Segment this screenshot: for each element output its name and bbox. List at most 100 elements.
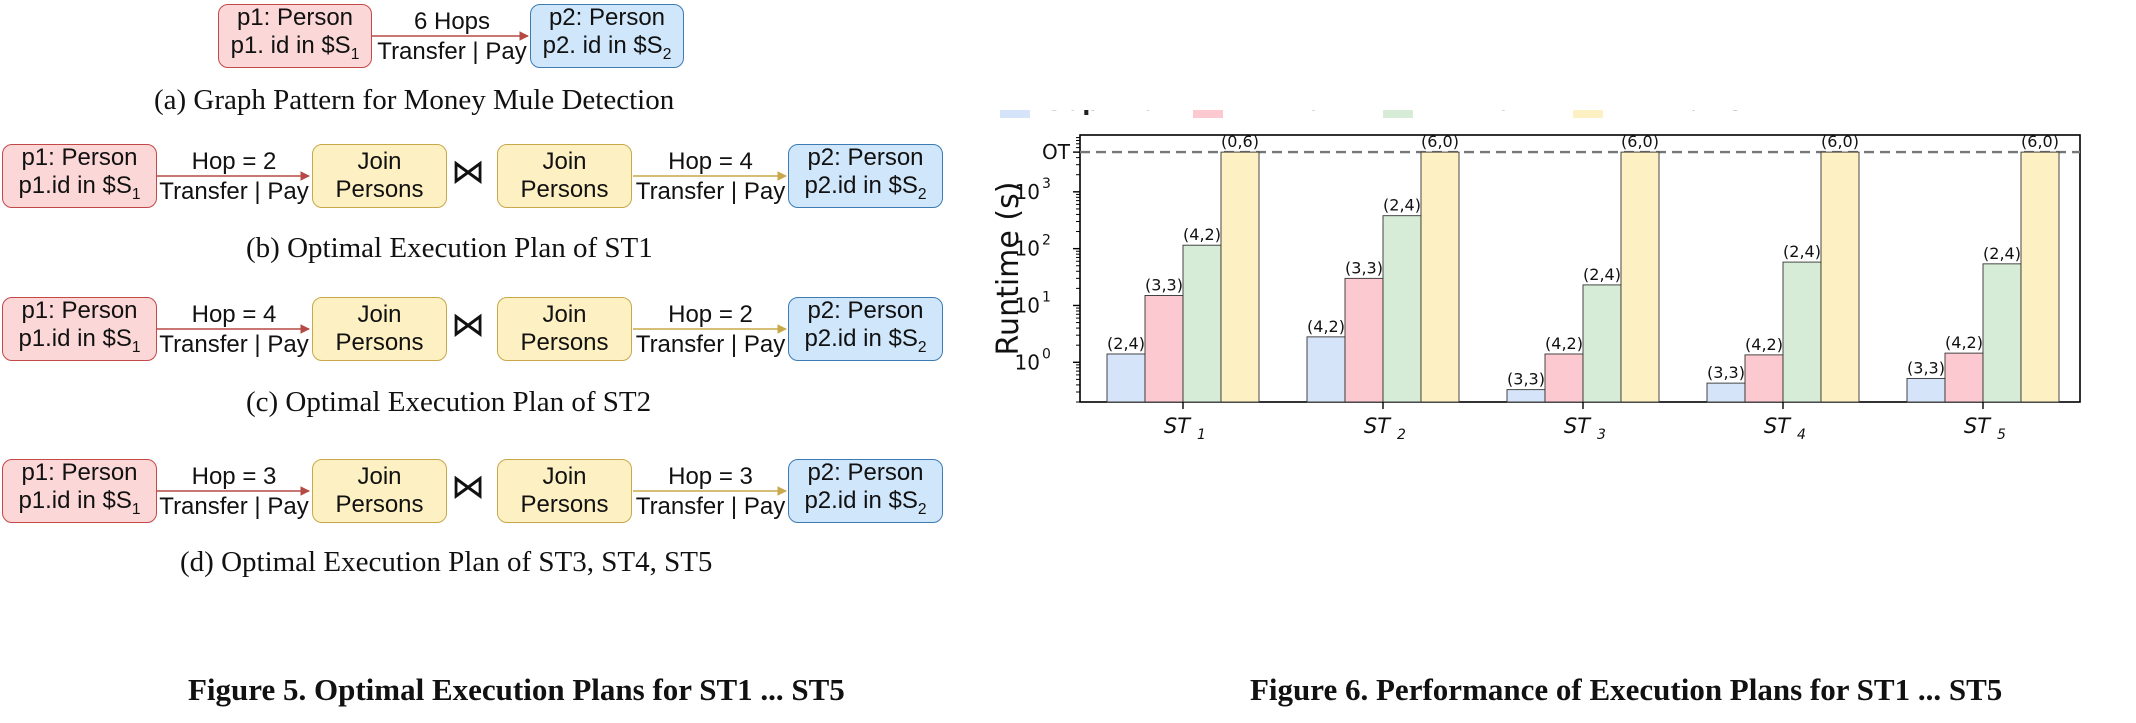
plan3-p1-line2-wrap: p1.id in $S1	[18, 487, 140, 524]
y-tick-label-base-2: 10	[1015, 237, 1040, 261]
plan2-p2-line2: p2.id in $S	[804, 324, 918, 352]
plan3-p2-sub: 2	[917, 500, 927, 518]
plan2-p1-line2: p1.id in $S	[18, 324, 132, 352]
bar-alt-plan-3-st1	[1220, 151, 1260, 403]
bar-alt-plan-3-st2	[1420, 151, 1460, 403]
pattern-p1-line2-wrap: p1. id in $S1	[231, 32, 360, 69]
y-tick-label-exp-1: 1	[1042, 289, 1051, 305]
pattern-p1-sub: 1	[350, 45, 360, 63]
plan2-p1-sub: 1	[131, 338, 141, 356]
caption-plan3: (d) Optimal Execution Plan of ST3, ST4, …	[180, 546, 713, 578]
plan1-join-left-2: Persons	[335, 176, 424, 203]
bar-alt-plan-3-st3	[1620, 151, 1660, 403]
plan3-p2-line2-wrap: p2.id in $S2	[804, 487, 926, 524]
plan1-p2-sub: 2	[917, 185, 927, 203]
plan1-p1-sub: 1	[131, 185, 141, 203]
bar-alt-plan-2-st5	[1982, 263, 2022, 403]
plan2-join-symbol: ⋈	[451, 305, 485, 345]
bar-label-gopt-plan-st2: (4,2)	[1307, 317, 1345, 336]
plan1-hop-right: Hop = 4	[668, 148, 753, 175]
bar-label-alt-plan-2-st5: (2,4)	[1983, 244, 2021, 263]
pattern-edge-bottom: Transfer | Pay	[377, 38, 527, 65]
bar-label-gopt-plan-st3: (3,3)	[1507, 370, 1545, 389]
plan1-edge-left-label: Transfer | Pay	[159, 178, 309, 205]
bar-label-alt-plan-2-st2: (2,4)	[1383, 196, 1421, 215]
plan2-hop-right: Hop = 2	[668, 301, 753, 328]
plan1-hop-left: Hop = 2	[191, 148, 277, 175]
bar-gopt-plan-st5	[1906, 377, 1946, 403]
bar-label-alt-plan-1-st1: (3,3)	[1145, 275, 1183, 294]
bar-alt-plan-1-st2	[1344, 277, 1384, 403]
bar-alt-plan-3-st4	[1820, 151, 1860, 403]
plan2-p2-sub: 2	[917, 338, 927, 356]
x-tick-label-5: ST	[1964, 414, 1992, 438]
y-tick-label-exp-0: 0	[1042, 346, 1051, 362]
bar-gopt-plan-st3	[1506, 389, 1546, 403]
pattern-p2-line2: p2. id in $S	[542, 31, 663, 59]
plan1-p1-line2-wrap: p1.id in $S1	[18, 172, 140, 209]
plan2-hop-left: Hop = 4	[191, 301, 277, 328]
plan2-p2-line1: p2: Person	[807, 296, 924, 324]
plan2-p1-line2-wrap: p1.id in $S1	[18, 325, 140, 362]
plan1-join-right-2: Persons	[520, 176, 609, 203]
plan2-p2-node: p2: Person p2.id in $S2	[788, 297, 943, 361]
bar-label-alt-plan-1-st4: (4,2)	[1745, 335, 1783, 354]
plan1-edge-right-label: Transfer | Pay	[635, 178, 786, 205]
plan2-join-right-2: Persons	[520, 329, 609, 356]
plan2-p2-line2-wrap: p2.id in $S2	[804, 325, 926, 362]
bar-label-alt-plan-1-st2: (3,3)	[1345, 258, 1383, 277]
caption-a: (a) Graph Pattern for Money Mule Detecti…	[154, 84, 675, 116]
pattern-p2-node: p2: Person p2. id in $S2	[530, 4, 684, 68]
pattern-p1-line1: p1: Person	[236, 3, 354, 31]
bar-label-gopt-plan-st1: (2,4)	[1107, 334, 1145, 353]
bar-label-alt-plan-3-st4: (6,0)	[1821, 132, 1859, 151]
plan1-p2-line2-wrap: p2.id in $S2	[804, 172, 926, 209]
plan1-join-left-1: Join	[357, 148, 402, 175]
bar-alt-plan-2-st3	[1582, 284, 1622, 403]
pattern-p1-line2: p1. id in $S	[230, 31, 351, 59]
plan3-join-left-1: Join	[357, 463, 402, 490]
plan2-edge-left-label: Transfer | Pay	[159, 331, 309, 358]
plan1-p1-node: p1: Person p1.id in $S1	[2, 144, 157, 208]
x-tick-label-sub-4: 4	[1797, 427, 1806, 443]
bar-alt-plan-2-st2	[1382, 215, 1422, 403]
plan2-edge-right-label: Transfer | Pay	[635, 331, 786, 358]
plan3-p2-node: p2: Person p2.id in $S2	[788, 459, 943, 523]
x-tick-label-4: ST	[1764, 414, 1792, 438]
plan1-p2-line1: p2: Person	[807, 143, 924, 171]
y-tick-label-base-0: 10	[1015, 350, 1040, 374]
plan2-join-left-1: Join	[357, 301, 402, 328]
plan2-join-right-1: Join	[542, 301, 587, 328]
plan3-p1-sub: 1	[131, 500, 141, 518]
bar-label-alt-plan-2-st1: (4,2)	[1183, 225, 1221, 244]
plan3-edge-left-label: Transfer | Pay	[159, 493, 309, 520]
x-tick-label-1: ST	[1164, 414, 1192, 438]
bar-gopt-plan-st2	[1306, 336, 1346, 403]
legend-label-1: GOpt Plan	[1044, 110, 1175, 116]
legend-swatch-3	[1383, 110, 1413, 118]
bar-alt-plan-2-st1	[1182, 244, 1222, 403]
x-tick-label-sub-2: 2	[1397, 427, 1406, 443]
legend-label-3: Alt-Plan 2	[1427, 110, 1554, 116]
figure5-edges	[157, 31, 787, 496]
plan3-p2-line2: p2.id in $S	[804, 486, 918, 514]
y-tick-label-base-3: 10	[1015, 180, 1040, 204]
pattern-p1-node: p1: Person p1. id in $S1	[218, 4, 372, 68]
plan2-p1-line1: p1: Person	[21, 296, 138, 324]
bar-alt-plan-1-st4	[1744, 354, 1784, 403]
figure6-caption-text: Figure 6. Performance of Execution Plans…	[1250, 672, 2003, 707]
x-tick-label-sub-5: 5	[1997, 427, 2006, 443]
plan2-join-left-2: Persons	[335, 329, 424, 356]
pattern-edge-top: 6 Hops	[413, 8, 491, 35]
figure5-caption-text: Figure 5. Optimal Execution Plans for ST…	[188, 672, 845, 707]
x-tick-label-2: ST	[1364, 414, 1392, 438]
x-tick-label-sub-3: 3	[1597, 427, 1606, 443]
legend-label-4: Alt-Plan 3	[1617, 110, 1744, 116]
legend-swatch-2	[1193, 110, 1223, 118]
y-tick-label-ot: OT	[1042, 140, 1071, 164]
bar-alt-plan-1-st5	[1944, 352, 1984, 403]
bar-label-alt-plan-1-st3: (4,2)	[1545, 334, 1583, 353]
bar-label-alt-plan-1-st5: (4,2)	[1945, 333, 1983, 352]
y-tick-label-base-1: 10	[1015, 293, 1040, 317]
runtime-bar-chart: GOpt Plan Alt-Plan 1 Alt-Plan 2 Alt-Plan 3 1…	[991, 110, 2081, 443]
